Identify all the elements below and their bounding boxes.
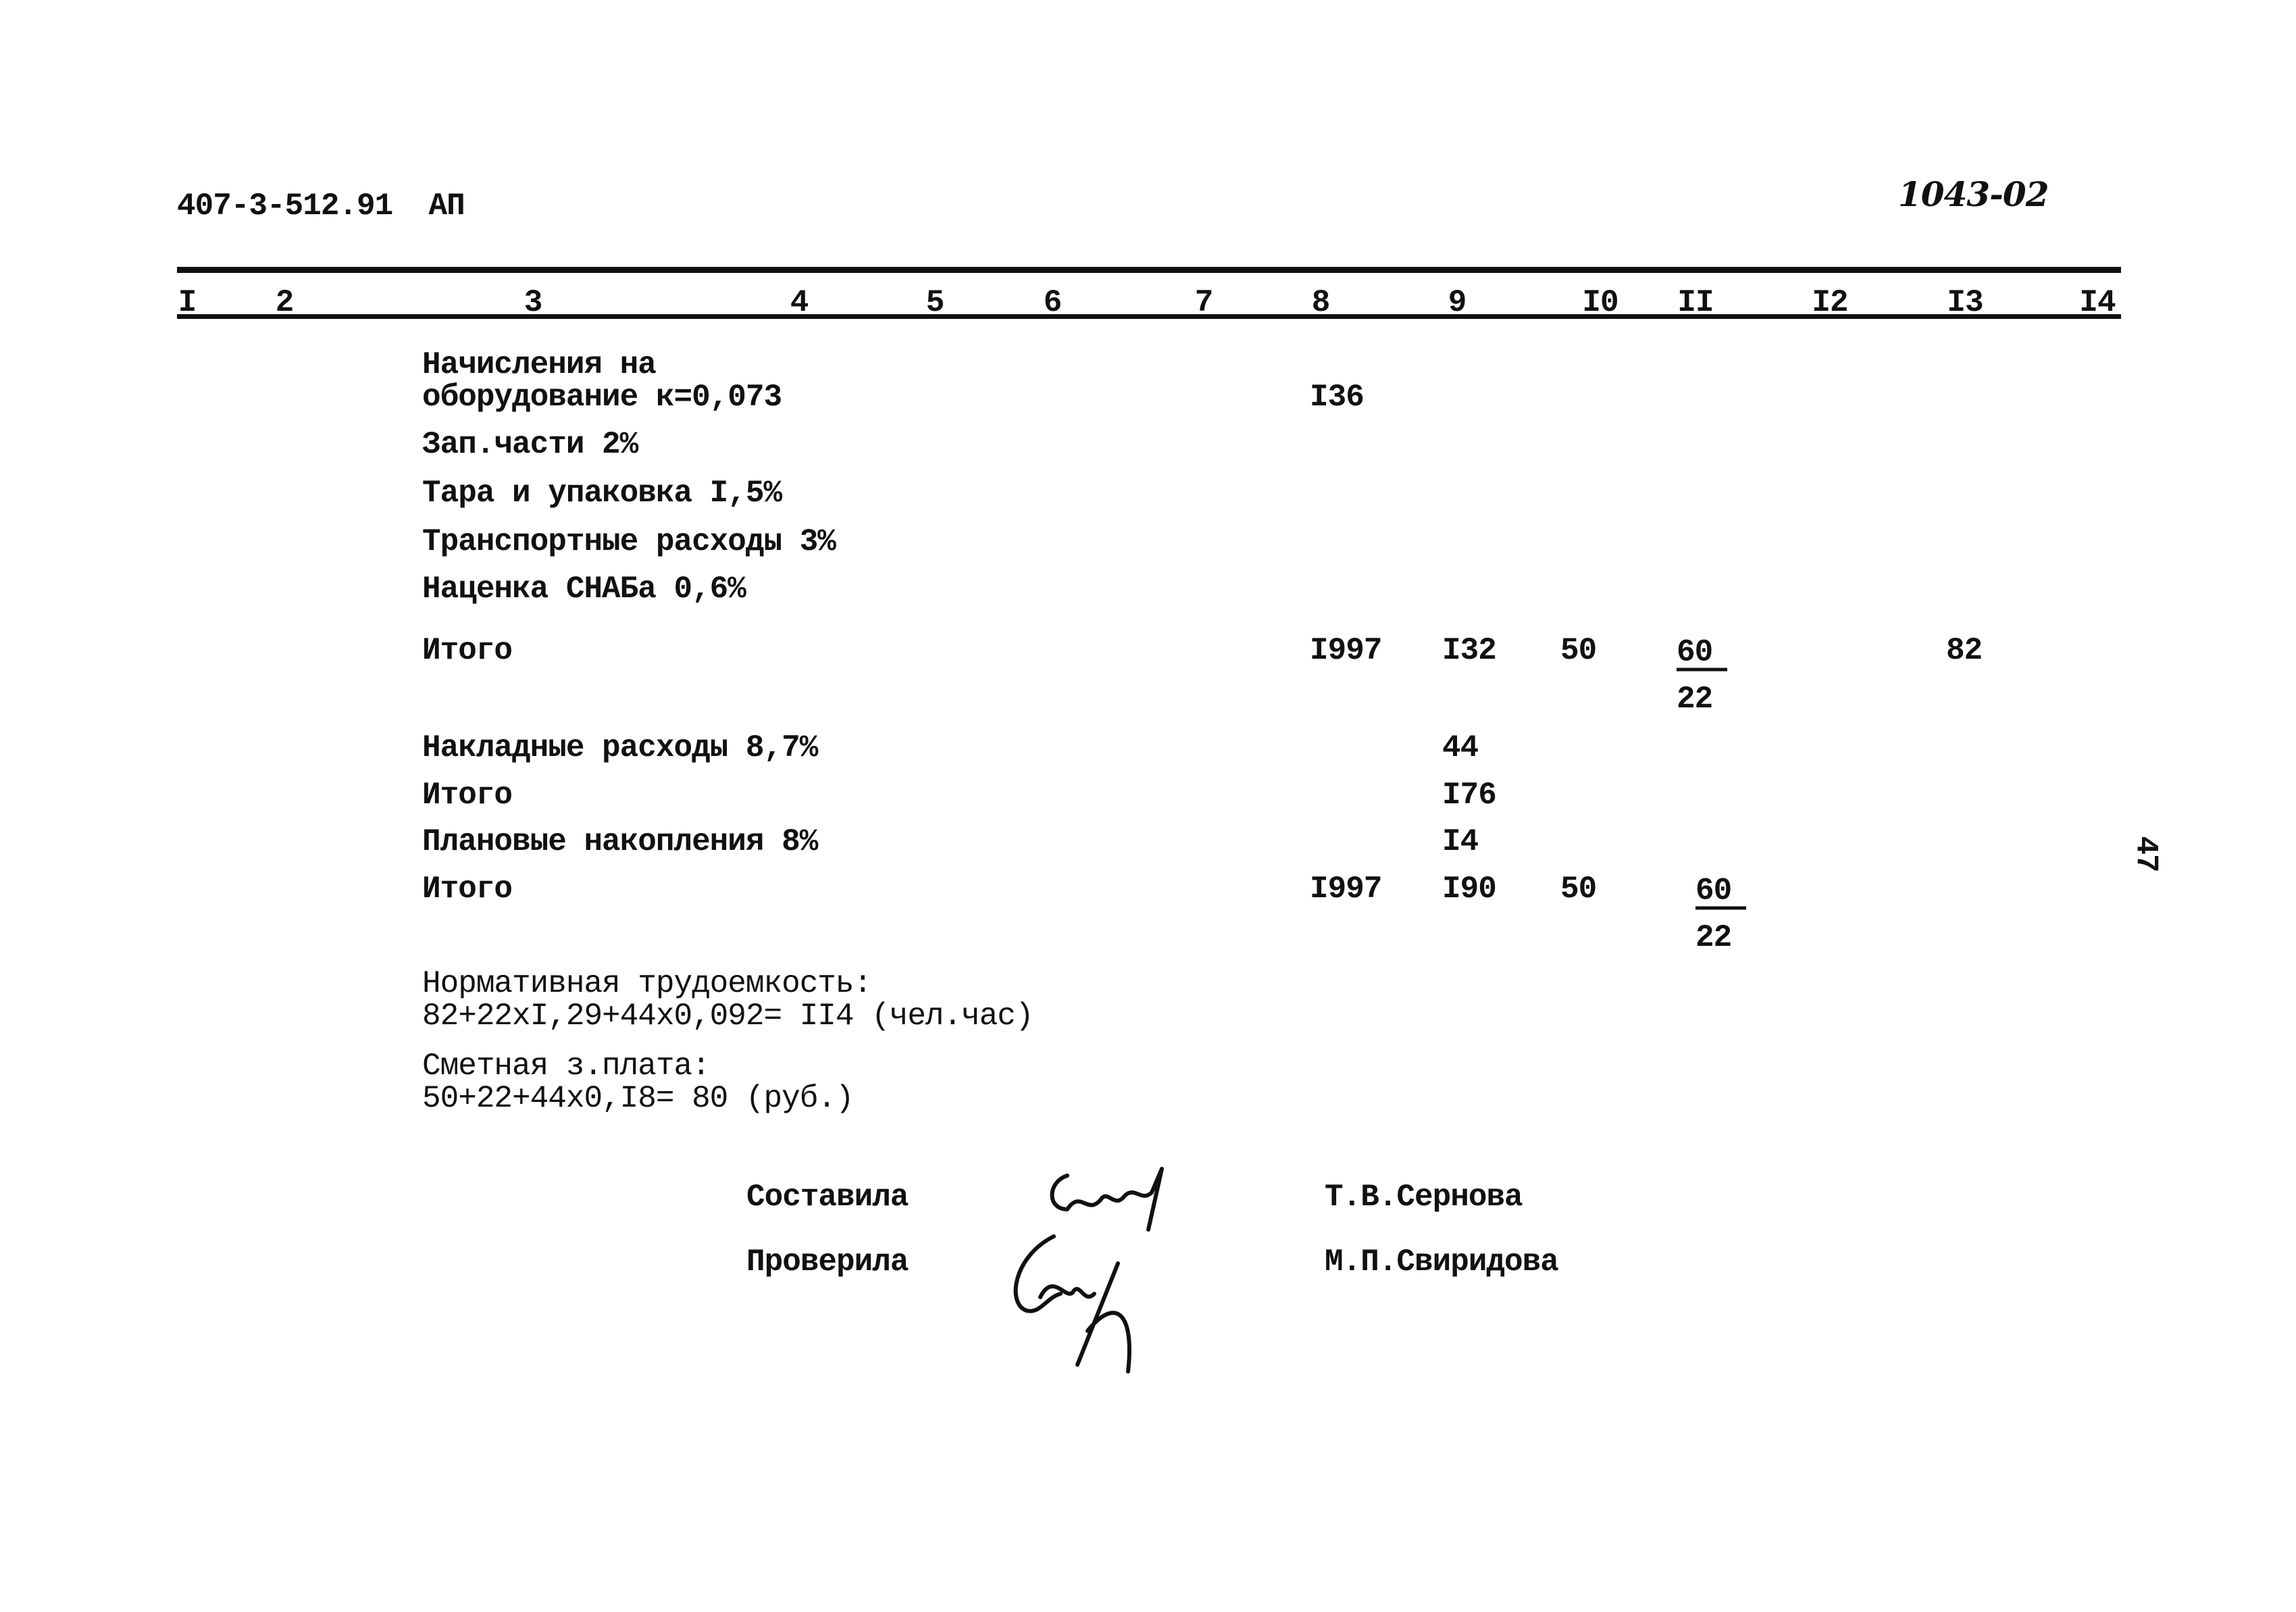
table-top-rule: [177, 267, 2121, 273]
row-label: Итого: [422, 633, 513, 668]
row-label: Зап.части 2%: [422, 427, 638, 462]
column-number: I: [178, 285, 197, 320]
cell-col9: I76: [1442, 778, 1497, 813]
labor-formula: 82+22xI,29+44x0,092= II4 (чел.час): [422, 999, 1034, 1034]
row-label: Тара и упаковка I,5%: [422, 476, 782, 511]
labor-title: Нормативная трудоемкость:: [422, 966, 872, 1001]
column-number: 9: [1448, 285, 1467, 320]
handwritten-signature-compiled: [1050, 1167, 1164, 1232]
cell-col9: I32: [1442, 633, 1497, 668]
wage-title: Сметная з.плата:: [422, 1049, 711, 1084]
row-label: Итого: [422, 872, 513, 907]
wage-formula: 50+22+44x0,I8= 80 (руб.): [422, 1081, 854, 1116]
row-label: оборудование к=0,073: [422, 380, 782, 415]
cell-col9: 44: [1442, 730, 1479, 765]
column-number: 2: [275, 285, 295, 320]
archive-stamp-number: 1043-02: [1898, 174, 2049, 214]
cell-col11-bottom: 22: [1695, 920, 1732, 955]
cell-col8: I997: [1310, 633, 1382, 668]
column-number: 8: [1311, 285, 1331, 320]
row-label: Наценка СНАБа 0,6%: [422, 572, 746, 607]
cell-col11-bottom: 22: [1677, 682, 1713, 717]
column-number: I4: [2079, 285, 2116, 320]
column-number: 5: [925, 285, 945, 320]
cell-col11-top: 60: [1677, 637, 1728, 672]
handwritten-signature-checked: [1013, 1234, 1131, 1374]
column-number: 6: [1043, 285, 1063, 320]
column-number: I3: [1947, 285, 1983, 320]
page-number: 47: [2128, 836, 2164, 872]
column-number: II: [1677, 285, 1714, 320]
column-number: I0: [1582, 285, 1618, 320]
cell-col8: I997: [1310, 872, 1382, 907]
row-label: Плановые накопления 8%: [422, 824, 818, 859]
table-header-bottom-rule: [177, 314, 2121, 319]
row-label: Накладные расходы 8,7%: [422, 730, 818, 765]
cell-col8: I36: [1310, 380, 1364, 415]
cell-col9: I4: [1442, 824, 1479, 859]
checked-by-label: Проверила: [746, 1244, 909, 1280]
cell-col11-top: 60: [1695, 876, 1747, 910]
row-label: Итого: [422, 778, 513, 813]
compiled-by-name: Т.В.Сернова: [1325, 1180, 1523, 1215]
column-number: 7: [1194, 285, 1214, 320]
column-number: 4: [790, 285, 809, 320]
document-code: 407-3-512.91 АП: [177, 188, 465, 224]
row-label: Начисления на: [422, 347, 657, 382]
column-number: I2: [1812, 285, 1848, 320]
cell-col9: I90: [1442, 872, 1497, 907]
cell-col10: 50: [1560, 872, 1597, 907]
cell-col10: 50: [1560, 633, 1597, 668]
column-number: 3: [524, 285, 543, 320]
cell-col13: 82: [1946, 633, 1983, 668]
row-label: Транспортные расходы 3%: [422, 524, 836, 559]
checked-by-name: М.П.Свиридова: [1325, 1244, 1559, 1280]
compiled-by-label: Составила: [746, 1180, 909, 1215]
